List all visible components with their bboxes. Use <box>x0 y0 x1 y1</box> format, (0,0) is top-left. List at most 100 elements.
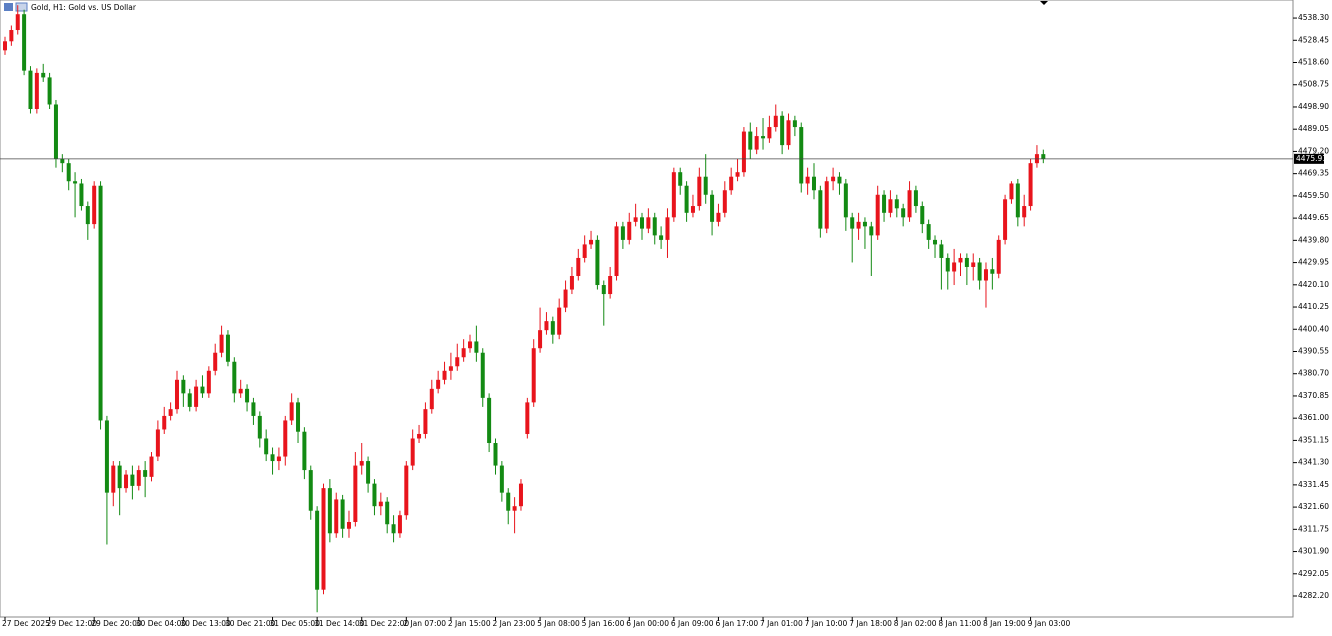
candle-body <box>862 221 867 227</box>
candle-body <box>882 194 887 213</box>
candle-body <box>213 352 218 371</box>
candle-body <box>468 341 473 349</box>
candle-body <box>162 415 167 430</box>
y-tick-label: 4282.20 <box>1298 591 1329 600</box>
candle-body <box>232 361 237 394</box>
candle-body <box>780 115 785 146</box>
y-tick-label: 4331.45 <box>1298 480 1329 489</box>
candle-body <box>550 321 555 335</box>
candle-body <box>678 172 683 186</box>
x-tick-label: 29 Dec 20:00 <box>91 619 142 628</box>
candle-body <box>104 420 109 493</box>
candle-body <box>818 190 823 229</box>
candle-body <box>315 510 320 590</box>
x-tick-label: 8 Jan 02:00 <box>894 619 937 628</box>
candle-body <box>334 499 339 534</box>
x-tick-label: 31 Dec 14:00 <box>314 619 365 628</box>
candle-body <box>340 499 345 529</box>
x-tick-label: 31 Dec 22:00 <box>359 619 410 628</box>
candle-body <box>888 199 893 213</box>
y-tick-label: 4410.25 <box>1298 302 1329 311</box>
y-tick-label: 4469.35 <box>1298 169 1329 178</box>
candle-body <box>933 239 938 245</box>
candle-body <box>143 470 148 477</box>
candle-body <box>98 185 103 421</box>
y-tick-label: 4292.05 <box>1298 569 1329 578</box>
plot-frame <box>0 0 1294 618</box>
candle-body <box>111 465 116 493</box>
candle-body <box>684 185 689 213</box>
candle-body <box>359 461 364 466</box>
candle-body <box>187 393 192 407</box>
candle-body <box>270 454 275 462</box>
candle-body <box>996 239 1001 274</box>
candle-body <box>722 190 727 213</box>
candle-body <box>124 474 129 489</box>
candle-body <box>710 194 715 222</box>
candle-body <box>640 217 644 229</box>
candle-body <box>289 402 294 421</box>
x-tick-label: 5 Jan 08:00 <box>537 619 580 628</box>
candle-body <box>9 30 14 42</box>
candle-body <box>843 183 848 218</box>
x-tick-label: 30 Dec 04:00 <box>136 619 187 628</box>
candle-body <box>589 239 594 245</box>
candle-body <box>1003 199 1008 240</box>
axes: 4538.30 4528.45 4518.60 4508.75 4498.90 4489.… <box>2 13 1329 628</box>
shift-marker[interactable] <box>1040 1 1048 5</box>
candle-body <box>582 244 587 258</box>
candle-body <box>786 120 791 146</box>
y-tick-label: 4508.75 <box>1298 80 1329 89</box>
y-tick-label: 4528.45 <box>1298 35 1329 44</box>
y-tick-label: 4518.60 <box>1298 58 1329 67</box>
candle-body <box>805 176 810 184</box>
candle-body <box>729 176 734 191</box>
y-tick-label: 4321.60 <box>1298 502 1329 511</box>
candle-body <box>53 104 58 159</box>
candle-body <box>983 269 988 281</box>
candle-body <box>595 239 600 286</box>
candle-body <box>837 176 842 184</box>
candle-body <box>366 461 371 484</box>
candle-body <box>257 415 262 439</box>
candle-body <box>487 397 492 444</box>
candle-body <box>155 429 160 457</box>
candle-body <box>499 465 504 493</box>
candle-body <box>219 334 224 353</box>
candle-body <box>225 334 230 362</box>
x-tick-label: 27 Dec 2025 <box>2 619 50 628</box>
candles <box>0 5 1293 613</box>
candle-body <box>417 433 422 439</box>
x-tick-label: 8 Jan 19:00 <box>983 619 1026 628</box>
candle-body <box>901 208 906 218</box>
candle-body <box>977 262 982 281</box>
y-tick-label: 4439.80 <box>1298 235 1329 244</box>
candle-body <box>238 388 243 394</box>
candle-body <box>391 524 396 534</box>
y-tick-label: 4351.15 <box>1298 435 1329 444</box>
y-tick-label: 4400.40 <box>1298 324 1329 333</box>
chart-icon[interactable] <box>15 2 28 12</box>
candle-body <box>1015 183 1020 218</box>
chart-title: Gold, H1: Gold vs. US Dollar <box>31 3 137 12</box>
x-tick-label: 2 Jan 23:00 <box>492 619 535 628</box>
candle-body <box>824 181 829 229</box>
candle-body <box>372 483 377 507</box>
candle-body <box>296 402 301 432</box>
candle-body <box>531 348 536 403</box>
menu-icon[interactable] <box>4 3 13 11</box>
candle-body <box>869 226 874 236</box>
candle-body <box>493 443 498 466</box>
candle-body <box>117 465 122 489</box>
candle-body <box>28 70 33 110</box>
y-tick-label: 4538.30 <box>1298 13 1329 22</box>
candle-body <box>506 492 511 511</box>
candle-body <box>245 388 250 403</box>
candle-body <box>958 257 963 263</box>
candle-body <box>181 379 186 394</box>
y-tick-label: 4341.30 <box>1298 458 1329 467</box>
x-tick-label: 31 Dec 05:00 <box>270 619 321 628</box>
candle-body <box>194 386 199 407</box>
candle-body <box>302 431 307 471</box>
candle-body <box>327 488 332 534</box>
